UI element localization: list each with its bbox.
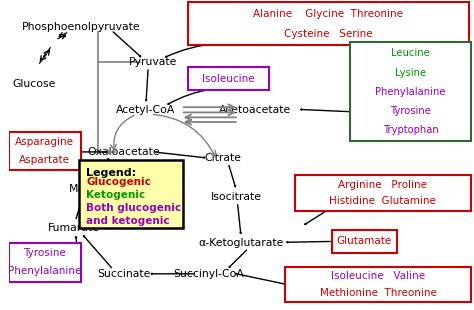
FancyBboxPatch shape (188, 67, 269, 90)
Text: Isoleucine: Isoleucine (202, 73, 255, 84)
Text: Arginine   Proline: Arginine Proline (338, 180, 427, 190)
Text: Methionine  Threonine: Methionine Threonine (319, 288, 437, 298)
FancyBboxPatch shape (9, 132, 81, 170)
Text: α-Ketoglutarate: α-Ketoglutarate (199, 238, 284, 248)
Text: Oxaloacetate: Oxaloacetate (88, 147, 160, 157)
Text: and ketogenic: and ketogenic (86, 216, 170, 226)
Text: Leucine: Leucine (391, 48, 430, 59)
FancyBboxPatch shape (9, 243, 81, 281)
Text: Alanine    Glycine  Threonine: Alanine Glycine Threonine (253, 9, 403, 19)
Text: Tyrosine: Tyrosine (24, 248, 66, 258)
Text: Citrate: Citrate (204, 153, 241, 163)
Text: Ketogenic: Ketogenic (86, 190, 146, 200)
Text: Asparagine: Asparagine (15, 137, 74, 147)
Text: Both glucogenic: Both glucogenic (86, 203, 182, 213)
FancyBboxPatch shape (285, 267, 471, 302)
Text: Malate: Malate (69, 184, 105, 194)
FancyBboxPatch shape (350, 42, 471, 141)
Text: Glutamate: Glutamate (337, 236, 392, 246)
Text: Phenylalanine: Phenylalanine (8, 266, 82, 276)
Text: Isocitrate: Isocitrate (211, 192, 262, 202)
Text: Tryptophan: Tryptophan (383, 125, 438, 135)
FancyBboxPatch shape (79, 160, 183, 228)
Text: Fumarate: Fumarate (48, 223, 100, 232)
FancyBboxPatch shape (294, 175, 471, 210)
Text: Glucose: Glucose (13, 79, 56, 89)
Text: Acetyl-CoA: Acetyl-CoA (116, 105, 175, 115)
Text: Phosphoenolpyruvate: Phosphoenolpyruvate (22, 22, 140, 32)
Text: Glucogenic: Glucogenic (86, 177, 151, 187)
Text: Succinate: Succinate (97, 269, 151, 279)
Text: Isoleucine   Valine: Isoleucine Valine (331, 271, 425, 281)
Text: Legend:: Legend: (86, 168, 137, 178)
Text: Pyruvate: Pyruvate (128, 57, 177, 67)
Text: Aspartate: Aspartate (19, 155, 71, 165)
Text: Lysine: Lysine (395, 68, 426, 78)
Text: Succinyl-CoA: Succinyl-CoA (173, 269, 244, 279)
FancyBboxPatch shape (188, 2, 469, 46)
Text: Tyrosine: Tyrosine (390, 106, 431, 116)
FancyBboxPatch shape (332, 230, 397, 253)
Text: Histidine  Glutamine: Histidine Glutamine (329, 196, 436, 206)
Text: Phenylalanine: Phenylalanine (375, 87, 446, 97)
Text: Acetoacetate: Acetoacetate (219, 105, 291, 115)
Text: Cysteine   Serine: Cysteine Serine (284, 29, 373, 39)
